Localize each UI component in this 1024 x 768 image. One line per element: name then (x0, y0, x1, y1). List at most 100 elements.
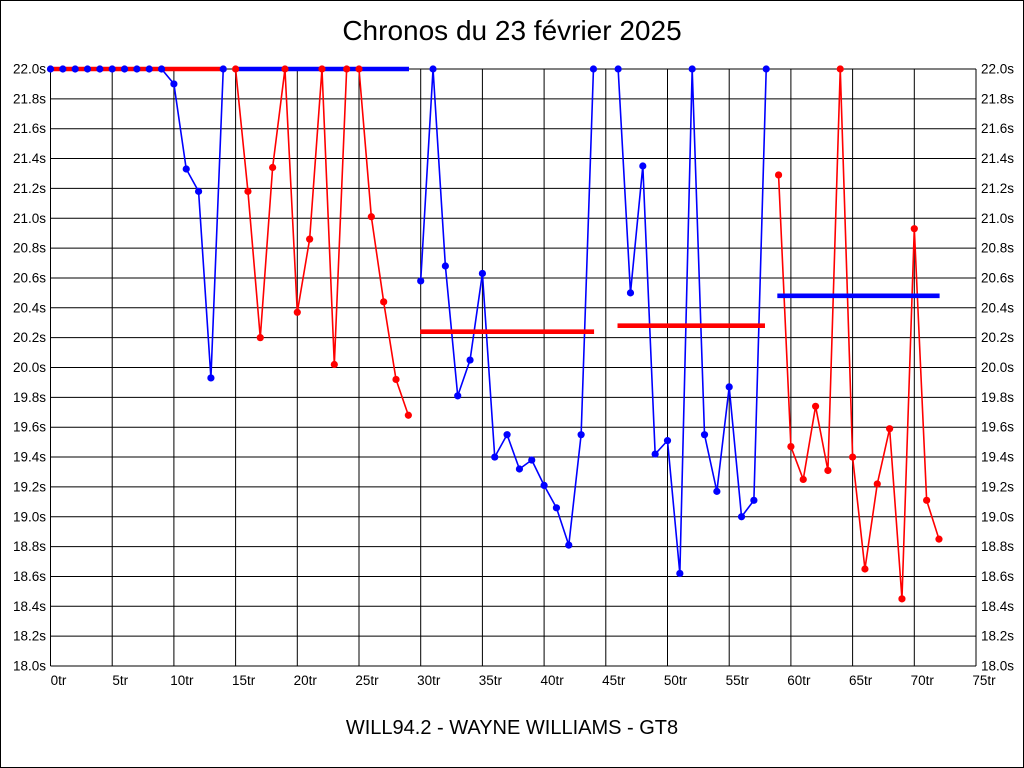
driver-red-laps-point (898, 595, 906, 603)
y-axis-tick-label-left: 19.4s (13, 450, 46, 465)
driver-blue-laps-point (503, 431, 511, 439)
y-axis-tick-label-left: 18.2s (13, 629, 46, 644)
y-axis-tick-label-right: 19.6s (981, 420, 1014, 435)
driver-blue-laps-point (663, 437, 672, 445)
y-axis-tick-label-right: 21.6s (981, 121, 1014, 136)
y-axis-tick-label-left: 18.0s (13, 659, 46, 674)
x-axis-tick-label: 15tr (232, 673, 256, 688)
driver-blue-laps-point (676, 569, 684, 578)
driver-red-laps-point (367, 213, 375, 221)
driver-red-laps-line (234, 68, 410, 416)
y-axis-tick-label-left: 21.0s (13, 211, 46, 226)
driver-blue-laps-point (157, 65, 166, 73)
driver-blue-laps-point (182, 165, 190, 173)
driver-red-laps-point (849, 453, 857, 461)
x-axis-tick-label: 60tr (787, 673, 811, 688)
x-axis-tick-label: 25tr (355, 673, 379, 688)
driver-blue-laps-point (83, 65, 92, 73)
driver-blue-laps-point (71, 65, 79, 73)
driver-blue-laps-point (466, 356, 474, 364)
driver-red-laps-point (293, 308, 301, 316)
y-axis-tick-label-left: 18.6s (13, 569, 46, 584)
driver-red-laps-point (392, 375, 400, 384)
driver-red-laps-point (306, 235, 314, 243)
y-axis-tick-label-right: 20.8s (981, 241, 1014, 256)
y-axis-tick-label-left: 20.6s (13, 270, 46, 285)
x-axis-tick-label: 40tr (540, 673, 564, 688)
chart-footer: WILL94.2 - WAYNE WILLIAMS - GT8 (345, 717, 679, 739)
x-axis-tick-label: 45tr (602, 673, 626, 688)
driver-blue-laps-point (737, 513, 746, 521)
y-axis-tick-label-right: 20.0s (981, 360, 1014, 375)
driver-blue-laps-point (429, 65, 437, 73)
y-axis-tick-label-left: 19.2s (13, 479, 46, 494)
driver-red-laps-point (244, 187, 252, 195)
y-axis-tick-label-left: 18.8s (13, 539, 46, 554)
driver-blue-laps-point (454, 392, 462, 400)
driver-blue-laps-point (725, 383, 733, 391)
y-axis-tick-label-right: 18.2s (981, 629, 1014, 644)
y-axis-tick-label-left: 19.8s (13, 390, 46, 405)
driver-blue-laps-point (540, 481, 548, 490)
driver-blue-laps-point (639, 162, 647, 170)
x-axis-tick-label: 0tr (51, 673, 67, 688)
driver-red-laps-point (811, 402, 820, 410)
driver-red-laps-point (873, 480, 881, 488)
y-axis-tick-label-right: 19.4s (981, 450, 1014, 465)
driver-blue-laps-point (207, 374, 215, 382)
x-axis-tick-label: 35tr (479, 673, 503, 688)
y-axis-tick-label-right: 18.6s (981, 569, 1014, 584)
x-axis-tick-label: 75tr (972, 673, 996, 688)
driver-blue-laps-point (651, 450, 659, 458)
y-axis-tick-label-left: 20.0s (13, 360, 46, 375)
x-axis-tick-label: 30tr (417, 673, 441, 688)
driver-blue-laps-line (617, 68, 768, 575)
y-axis-tick-label-left: 21.2s (13, 181, 46, 196)
driver-blue-laps-point (750, 496, 758, 504)
driver-red-laps-point (330, 360, 338, 369)
driver-red-laps-point (380, 298, 388, 306)
driver-red-laps-point (774, 171, 783, 179)
y-axis-tick-label-right: 20.6s (981, 270, 1014, 285)
y-axis-tick-label-right: 21.2s (981, 181, 1014, 196)
driver-red-laps-point (824, 466, 832, 475)
driver-blue-laps-point (219, 65, 227, 73)
driver-blue-laps-point (108, 65, 116, 73)
y-axis-tick-label-right: 21.4s (981, 151, 1014, 166)
driver-blue-laps-point (515, 465, 524, 473)
driver-blue-laps-point (688, 65, 696, 73)
y-axis-tick-label-left: 20.8s (13, 241, 46, 256)
y-axis-tick-label-left: 19.6s (13, 420, 46, 435)
driver-red-laps-point (404, 411, 412, 419)
driver-red-laps-point (799, 475, 807, 484)
driver-red-laps-point (836, 65, 844, 73)
driver-red-laps-point (910, 225, 918, 233)
driver-blue-laps-point (46, 65, 55, 73)
y-axis-tick-label-right: 19.0s (981, 509, 1014, 524)
y-axis-tick-label-left: 21.8s (13, 91, 46, 106)
y-axis-tick-label-right: 21.0s (981, 211, 1014, 226)
driver-blue-laps-point (59, 65, 67, 73)
driver-blue-laps-point (133, 65, 141, 73)
x-axis-tick-label: 20tr (294, 673, 318, 688)
driver-red-laps-point (343, 65, 351, 73)
driver-red-laps-point (256, 334, 264, 342)
y-axis-tick-label-right: 19.2s (981, 479, 1014, 494)
y-axis-tick-label-right: 18.8s (981, 539, 1014, 554)
driver-blue-laps-point (120, 65, 129, 73)
x-axis-tick-label: 65tr (849, 673, 873, 688)
driver-blue-laps-point (96, 65, 104, 73)
driver-blue-laps-point (194, 187, 203, 195)
chart-title: Chronos du 23 février 2025 (342, 15, 682, 46)
y-axis-tick-label-left: 21.6s (13, 121, 46, 136)
driver-blue-laps-point (552, 504, 561, 512)
driver-blue-laps-point (614, 65, 622, 73)
driver-red-laps-point (861, 565, 869, 573)
driver-red-laps-point (281, 65, 289, 73)
driver-blue-laps-point (565, 541, 573, 549)
y-axis-tick-label-left: 20.4s (13, 300, 46, 315)
y-axis-tick-label-left: 20.2s (13, 330, 46, 345)
y-axis-tick-label-right: 19.8s (981, 390, 1014, 405)
driver-red-laps-point (923, 496, 931, 504)
